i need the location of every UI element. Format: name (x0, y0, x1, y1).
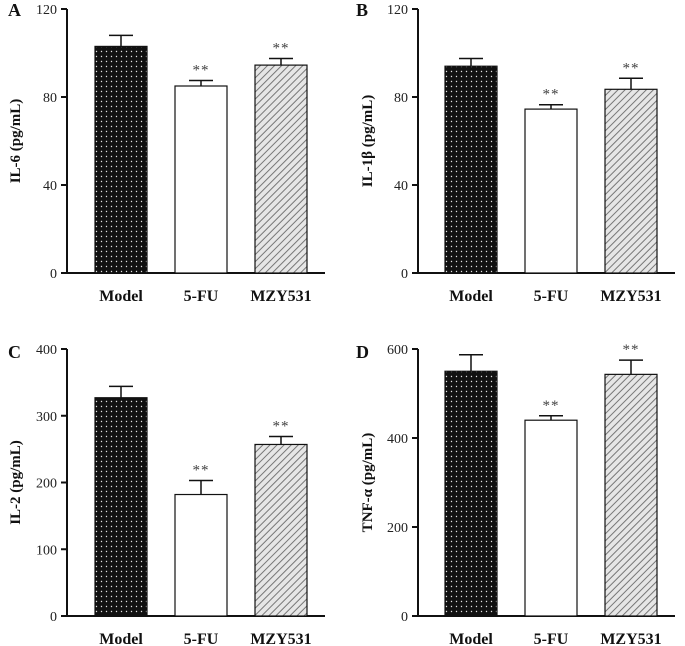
y-axis-label: IL-1β (pg/mL) (360, 95, 376, 188)
chart-panel-b: B IL-1β (pg/mL) 0 40 80 120 Model ** 5-FU ** MZY53… (356, 0, 675, 305)
significance-marker: ** (273, 41, 290, 57)
chart-panel-a: A IL-6 (pg/mL) 0 40 80 120 Model ** 5-FU ** MZY531 (8, 0, 325, 305)
y-axis-label: TNF-α (pg/mL) (360, 433, 376, 533)
x-category-label: 5-FU (184, 288, 219, 305)
significance-marker: ** (193, 63, 210, 79)
x-category-label: Model (99, 631, 143, 646)
x-category-label: 5-FU (534, 631, 569, 646)
y-tick-label: 0 (50, 267, 57, 282)
y-tick-label: 40 (394, 179, 408, 194)
y-tick-label: 40 (43, 179, 57, 194)
x-category-label: MZY531 (250, 288, 311, 305)
y-tick-label: 80 (43, 91, 57, 106)
y-tick-label: 200 (387, 521, 408, 536)
bar-mzy531 (254, 64, 308, 274)
y-axis-label: IL-2 (pg/mL) (8, 440, 24, 525)
bar-mzy531 (254, 443, 308, 617)
significance-marker: ** (273, 418, 290, 434)
bar-mzy531 (604, 88, 658, 274)
x-category-label: MZY531 (600, 631, 661, 646)
y-tick-label: 200 (36, 477, 57, 492)
y-tick-label: 0 (401, 267, 408, 282)
significance-marker: ** (543, 398, 560, 414)
x-category-label: Model (449, 288, 493, 305)
y-tick-label: 80 (394, 91, 408, 106)
bar-5-fu (174, 493, 228, 617)
y-tick-label: 120 (387, 3, 408, 18)
x-category-label: MZY531 (250, 631, 311, 646)
bar-mzy531 (604, 373, 658, 617)
bar-5-fu (524, 108, 578, 274)
y-tick-label: 400 (36, 343, 57, 358)
y-tick-label: 300 (36, 410, 57, 425)
x-category-label: 5-FU (184, 631, 219, 646)
panel-letter: D (356, 342, 369, 362)
chart-panel-d: D TNF-α (pg/mL) 0 200 400 600 Model ** 5-FU ** MZY… (356, 342, 675, 646)
bar-model (444, 370, 498, 617)
y-tick-label: 400 (387, 432, 408, 447)
panel-letter: A (8, 0, 21, 20)
significance-marker: ** (543, 87, 560, 103)
chart-panel-c: C IL-2 (pg/mL) 0 100 200 300 400 Model ** 5-FU ** M… (8, 342, 325, 646)
x-category-label: Model (449, 631, 493, 646)
y-tick-label: 0 (50, 610, 57, 625)
y-tick-label: 100 (36, 543, 57, 558)
x-category-label: Model (99, 288, 143, 305)
bar-5-fu (524, 419, 578, 617)
panel-letter: B (356, 0, 368, 20)
bar-model (444, 65, 498, 274)
y-tick-label: 600 (387, 343, 408, 358)
significance-marker: ** (623, 342, 640, 358)
significance-marker: ** (193, 462, 210, 478)
x-category-label: 5-FU (534, 288, 569, 305)
y-tick-label: 0 (401, 610, 408, 625)
bar-model (94, 45, 148, 274)
y-tick-label: 120 (36, 3, 57, 18)
x-category-label: MZY531 (600, 288, 661, 305)
bar-5-fu (174, 85, 228, 274)
y-axis-label: IL-6 (pg/mL) (8, 99, 24, 184)
panel-letter: C (8, 342, 21, 362)
bar-model (94, 397, 148, 617)
significance-marker: ** (623, 60, 640, 76)
